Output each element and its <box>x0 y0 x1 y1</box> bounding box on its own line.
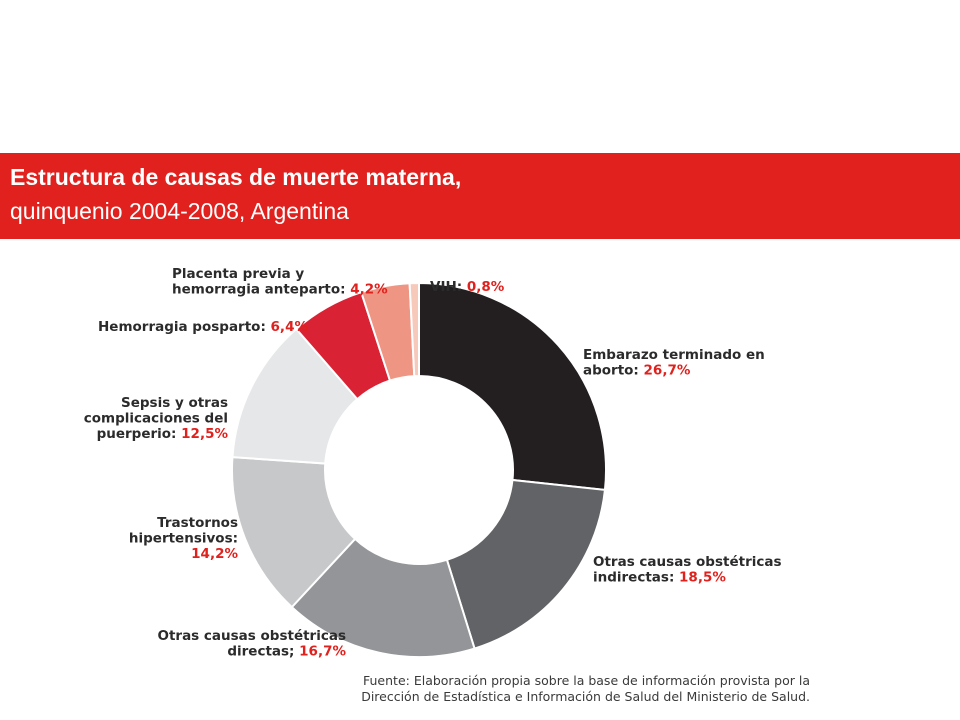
slice-label-line: Embarazo terminado en <box>583 347 765 363</box>
slice-value: 6,4% <box>266 319 309 335</box>
slice-label-line: directas; 16,7% <box>227 644 346 660</box>
slice-label-8: VIH: 0,8% <box>430 279 505 295</box>
slice-label-line: hipertensivos: <box>129 531 238 547</box>
slice-label-line: indirectas: 18,5% <box>593 570 726 586</box>
slice-label-line: complicaciones del <box>84 411 228 427</box>
source-line-1: Fuente: Elaboración propia sobre la base… <box>363 673 810 688</box>
chart-title: Estructura de causas de muerte materna, <box>10 164 462 190</box>
slice-label-line: Trastornos <box>157 515 238 531</box>
slice-label-line: hemorragia anteparto: 4,2% <box>172 282 388 298</box>
slice-value: 14,2% <box>191 546 238 562</box>
slice-label-line: Otras causas obstétricas <box>157 628 346 644</box>
slice-value: 12,5% <box>176 426 228 442</box>
slice-label-line: Sepsis y otras <box>121 395 228 411</box>
slice-value: 4,2% <box>346 282 389 298</box>
slice-label-line: Hemorragia posparto: 6,4% <box>98 319 308 335</box>
slice-8 <box>408 281 420 378</box>
title-banner: Estructura de causas de muerte materna, … <box>0 153 960 239</box>
source-line-2: Dirección de Estadística e Información d… <box>361 689 810 704</box>
slice-label-line: Otras causas obstétricas <box>593 554 782 570</box>
slice-3 <box>290 537 476 658</box>
slice-label-line: aborto: 26,7% <box>583 363 691 379</box>
slice-1 <box>418 281 607 492</box>
slice-label-line: VIH: 0,8% <box>430 279 505 295</box>
slice-label-6: Hemorragia posparto: 6,4% <box>98 319 308 335</box>
slice-value: 0,8% <box>462 279 505 295</box>
slice-label-line: puerperio: 12,5% <box>97 426 229 442</box>
source-note: Fuente: Elaboración propia sobre la base… <box>290 673 810 705</box>
slice-value: 18,5% <box>674 570 726 586</box>
slice-value: 26,7% <box>639 363 691 379</box>
chart-subtitle: quinquenio 2004-2008, Argentina <box>10 198 349 224</box>
slice-value: 16,7% <box>294 644 346 660</box>
slice-2 <box>445 478 607 650</box>
slice-label-line: Placenta previa y <box>172 266 304 282</box>
